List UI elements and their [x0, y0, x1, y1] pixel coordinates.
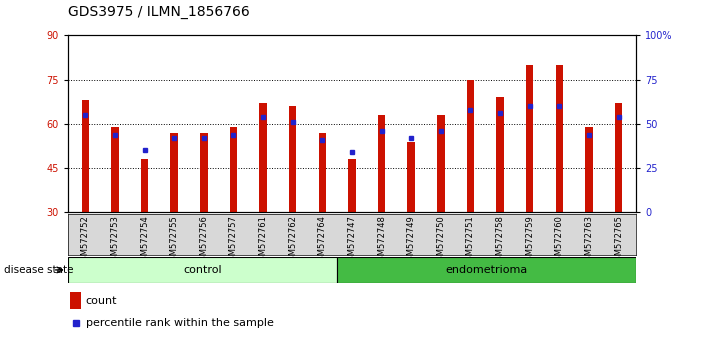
Bar	[526, 65, 533, 212]
Bar	[70, 292, 80, 309]
Text: GSM572749: GSM572749	[407, 215, 416, 266]
Text: GSM572765: GSM572765	[614, 215, 623, 266]
Bar	[141, 159, 149, 212]
Bar	[319, 133, 326, 212]
Text: GSM572761: GSM572761	[259, 215, 267, 266]
Text: GDS3975 / ILMN_1856766: GDS3975 / ILMN_1856766	[68, 5, 250, 19]
Text: GSM572753: GSM572753	[110, 215, 119, 266]
Bar	[111, 127, 119, 212]
Text: GSM572752: GSM572752	[81, 215, 90, 266]
Bar	[378, 115, 385, 212]
Text: GSM572750: GSM572750	[437, 215, 445, 266]
Bar	[260, 103, 267, 212]
Text: GSM572754: GSM572754	[140, 215, 149, 266]
Text: GSM572760: GSM572760	[555, 215, 564, 266]
Bar	[337, 257, 636, 283]
Bar	[82, 100, 89, 212]
Text: GSM572764: GSM572764	[318, 215, 327, 266]
Text: GSM572762: GSM572762	[288, 215, 297, 266]
Text: GSM572757: GSM572757	[229, 215, 238, 266]
Text: GSM572758: GSM572758	[496, 215, 505, 266]
Text: GSM572747: GSM572747	[348, 215, 356, 266]
Bar	[348, 159, 356, 212]
Bar	[200, 133, 208, 212]
Bar	[171, 133, 178, 212]
Bar	[555, 65, 563, 212]
Text: GSM572759: GSM572759	[525, 215, 534, 266]
Bar	[585, 127, 593, 212]
Bar	[407, 142, 415, 212]
Text: GSM572763: GSM572763	[584, 215, 594, 267]
Text: GSM572755: GSM572755	[170, 215, 178, 266]
Bar	[496, 97, 504, 212]
Text: control: control	[183, 265, 222, 275]
Bar	[615, 103, 622, 212]
Bar	[68, 257, 337, 283]
Bar	[466, 80, 474, 212]
Bar	[230, 127, 237, 212]
Bar	[289, 106, 296, 212]
Text: GSM572748: GSM572748	[377, 215, 386, 266]
Text: GSM572751: GSM572751	[466, 215, 475, 266]
Text: percentile rank within the sample: percentile rank within the sample	[86, 318, 274, 328]
Text: disease state: disease state	[4, 265, 73, 275]
Text: GSM572756: GSM572756	[199, 215, 208, 266]
Bar	[437, 115, 444, 212]
Text: count: count	[86, 296, 117, 306]
Text: endometrioma: endometrioma	[446, 265, 528, 275]
